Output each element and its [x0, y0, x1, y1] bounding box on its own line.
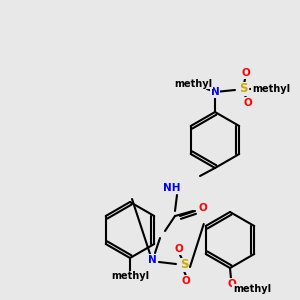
Text: NH: NH [163, 183, 180, 193]
Text: methyl: methyl [174, 79, 212, 89]
Text: methyl: methyl [252, 84, 290, 94]
Text: O: O [182, 276, 190, 286]
Text: O: O [175, 244, 183, 254]
Text: N: N [211, 87, 219, 97]
Text: S: S [239, 82, 247, 95]
Text: methyl: methyl [233, 284, 271, 294]
Text: O: O [244, 98, 252, 108]
Text: S: S [180, 259, 188, 272]
Text: methyl: methyl [174, 79, 212, 89]
Text: methyl: methyl [111, 271, 149, 281]
Text: methyl: methyl [111, 271, 149, 281]
Text: O: O [199, 203, 207, 213]
Text: N: N [148, 255, 156, 265]
Text: O: O [228, 279, 236, 289]
Text: O: O [242, 68, 250, 78]
Text: methyl: methyl [252, 84, 290, 94]
Text: methyl: methyl [233, 284, 271, 294]
